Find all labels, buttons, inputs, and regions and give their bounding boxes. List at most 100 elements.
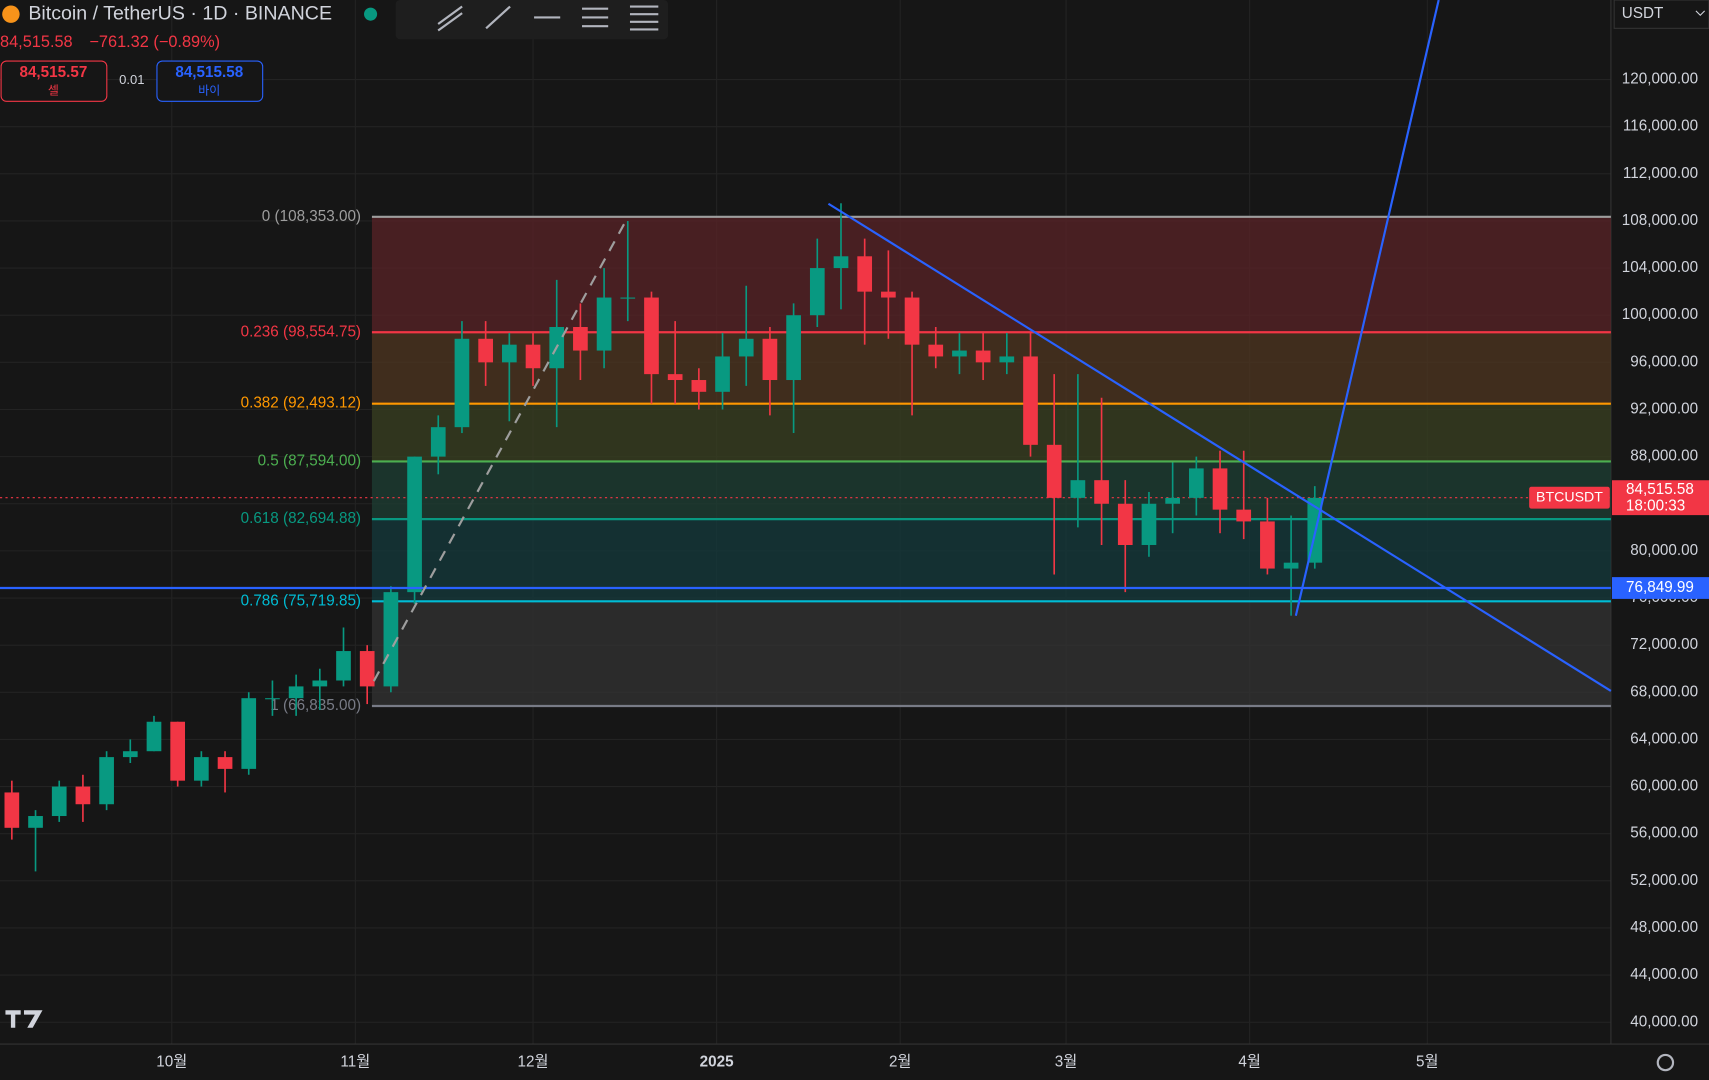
candle-body	[312, 680, 328, 687]
candle-body	[738, 338, 754, 357]
last-price: 84,515.58	[0, 33, 73, 51]
buy-price: 84,515.58	[175, 64, 243, 81]
current-price-label: 84,515.58	[1626, 481, 1694, 498]
trend-line	[1294, 0, 1440, 616]
candle-body	[501, 344, 517, 363]
candle-body	[762, 338, 778, 381]
candle-body	[1283, 562, 1299, 569]
candle-body	[217, 757, 233, 769]
countdown: 18:00:33	[1626, 497, 1685, 514]
candle-body	[146, 721, 162, 752]
y-tick-label: 64,000.00	[1630, 730, 1698, 747]
settings-button[interactable]	[1656, 1053, 1675, 1072]
fib-zone	[371, 216, 1611, 333]
candle-body	[1212, 468, 1228, 510]
y-tick-label: 68,000.00	[1630, 683, 1698, 700]
tool-trendline[interactable]	[485, 5, 511, 30]
candle-body	[644, 297, 659, 375]
candle-body	[241, 698, 257, 769]
candle-body	[359, 651, 375, 687]
candle-body	[525, 344, 541, 369]
candle-body	[478, 338, 493, 363]
candle-body	[1117, 503, 1133, 545]
candle-body	[952, 350, 967, 357]
y-tick-label: 60,000.00	[1630, 778, 1698, 795]
buy-label: 바이	[198, 84, 220, 98]
fib-zone	[371, 461, 1611, 520]
candle-body	[667, 374, 683, 381]
candle-body	[1070, 480, 1086, 498]
currency-selector[interactable]	[1613, 0, 1709, 29]
fib-label: 0.786 (75,719.85)	[241, 592, 361, 609]
candle-body	[1260, 521, 1275, 569]
candle-body	[28, 816, 43, 828]
candle-body	[691, 380, 707, 392]
symbol-label: BTCUSDT	[1536, 489, 1603, 505]
candle-body	[881, 291, 896, 298]
y-tick-label: 80,000.00	[1630, 542, 1698, 559]
drawing-toolbar[interactable]	[395, 0, 669, 40]
y-tick-label: 112,000.00	[1623, 165, 1698, 182]
candle-body	[51, 786, 67, 817]
candle-body	[928, 344, 944, 357]
candle-body	[383, 592, 399, 687]
candle-body	[620, 297, 636, 299]
price-label-bg	[1611, 480, 1709, 516]
candle-body	[596, 297, 612, 351]
tool-gann[interactable]	[629, 5, 659, 31]
y-tick-label: 100,000.00	[1622, 306, 1698, 323]
fib-label: 1 (66,835.00)	[270, 697, 361, 714]
y-tick-label: 44,000.00	[1630, 966, 1698, 983]
candle-body	[833, 256, 849, 269]
x-tick-label: 12월	[518, 1054, 549, 1071]
market-status	[364, 7, 378, 21]
x-tick-label: 10월	[156, 1054, 187, 1071]
sell-label: 셀	[48, 84, 59, 98]
candle-body	[265, 698, 280, 700]
candle-body	[573, 326, 588, 351]
candle-body	[99, 757, 114, 805]
candle-body	[407, 456, 422, 593]
tool-fib[interactable]	[582, 7, 609, 28]
candle-body	[715, 356, 730, 392]
spread: 0.01	[119, 72, 144, 87]
x-tick-label: 2월	[889, 1054, 912, 1071]
toolbar-icons	[437, 5, 659, 32]
x-tick-label: 2025	[700, 1054, 734, 1071]
y-tick-label: 96,000.00	[1630, 353, 1698, 370]
y-tick-label: 108,000.00	[1622, 212, 1698, 229]
tool-channel[interactable]	[437, 5, 463, 32]
fib-zone	[371, 403, 1611, 462]
candle-body	[288, 686, 304, 699]
candle-body	[857, 256, 873, 292]
y-tick-label: 120,000.00	[1622, 71, 1698, 88]
candle-body	[336, 651, 351, 681]
x-tick-label: 3월	[1055, 1054, 1078, 1071]
candle-body	[1023, 356, 1038, 445]
y-tick-label: 56,000.00	[1630, 825, 1698, 842]
y-tick-label: 104,000.00	[1622, 259, 1698, 276]
candle-body	[75, 786, 91, 805]
sell-button[interactable]	[0, 60, 108, 102]
y-tick-label: 88,000.00	[1630, 448, 1698, 465]
symbol-label-bg	[1529, 486, 1610, 509]
currency: USDT	[1622, 5, 1664, 22]
candle-body	[1046, 444, 1062, 498]
y-tick-label: 72,000.00	[1630, 636, 1698, 653]
fib-label: 0.5 (87,594.00)	[258, 452, 361, 469]
fib-label: 0 (108,353.00)	[262, 208, 361, 225]
candle-body	[999, 356, 1015, 363]
candle-body	[1165, 497, 1180, 504]
x-tick-label: 4월	[1238, 1054, 1261, 1071]
hline-label: 76,849.99	[1626, 579, 1694, 596]
y-tick-label: 116,000.00	[1623, 118, 1698, 135]
trend-line	[372, 220, 627, 682]
sell-price: 84,515.57	[19, 64, 87, 81]
buy-button[interactable]	[156, 60, 264, 102]
fib-zone	[371, 601, 1611, 707]
fib-label: 0.382 (92,493.12)	[241, 395, 361, 412]
